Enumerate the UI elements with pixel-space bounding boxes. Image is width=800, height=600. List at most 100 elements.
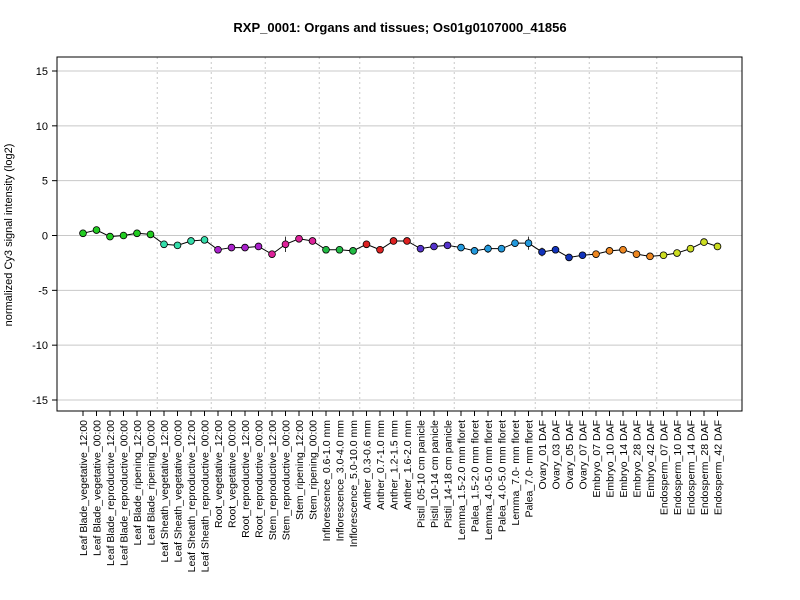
x-tick-label: Inflorescence_0.6-1.0 mm: [321, 420, 333, 542]
x-tick-label: Stem_ripening_00:00: [308, 420, 320, 520]
data-point: [605, 247, 614, 255]
data-point: [389, 237, 398, 245]
x-tick-label: Lemma_7.0- mm floret: [510, 420, 522, 526]
x-tick-label: Endosperm_42 DAF: [713, 420, 725, 515]
data-point: [497, 244, 506, 253]
y-tick-label: -10: [32, 340, 48, 352]
data-point: [268, 250, 276, 258]
y-tick-label: 15: [36, 66, 48, 78]
x-tick-label: Ovary_07 DAF: [578, 420, 590, 489]
data-point: [349, 247, 357, 255]
x-tick-label: Leaf Sheath_reproductive_00:00: [200, 420, 212, 573]
x-tick-label: Endosperm_10 DAF: [672, 420, 684, 515]
x-tick-label: Leaf Sheath_reproductive_12:00: [186, 420, 198, 573]
data-point: [565, 253, 573, 262]
x-tick-label: Endosperm_07 DAF: [659, 420, 671, 515]
y-axis-title: normalized Cy3 signal intensity (log2): [3, 144, 15, 327]
data-point: [362, 240, 371, 249]
x-tick-label: Embryo_07 DAF: [591, 420, 603, 498]
data-point: [214, 245, 222, 254]
data-point: [200, 236, 209, 244]
data-point: [632, 250, 641, 258]
plot-frame: [56, 56, 743, 412]
data-point: [673, 249, 681, 257]
data-point: [119, 231, 128, 240]
x-tick-label: Anther_1.2-1.5 mm: [389, 420, 401, 510]
x-tick-label: Ovary_03 DAF: [551, 420, 563, 489]
x-tick-label: Endosperm_28 DAF: [699, 420, 711, 515]
data-point: [227, 243, 236, 252]
data-point: [106, 232, 114, 241]
x-tick-label: Stem_reproductive_00:00: [281, 420, 293, 540]
x-tick-label: Leaf Sheath_vegetative_12:00: [159, 420, 171, 563]
x-tick-label: Leaf Blade_ripening_00:00: [146, 420, 158, 546]
group-separators: [156, 57, 658, 411]
y-axis: -15 -10 -5 0 5 10 15: [32, 66, 57, 407]
x-tick-label: Palea_4.0-5.0 mm floret: [497, 420, 509, 532]
data-point: [443, 241, 452, 250]
data-point: [511, 239, 519, 247]
data-point: [254, 242, 263, 251]
x-tick-label: Anther_0.3-0.6 mm: [362, 420, 374, 510]
x-tick-label: Leaf Blade_reproductive_12:00: [105, 420, 117, 566]
data-point: [376, 245, 384, 254]
data-point: [335, 245, 344, 254]
x-tick-label: Pistil_10-14 cm panicle: [429, 420, 441, 528]
x-axis: Leaf Blade_vegetative_12:00 Leaf Blade_ve…: [78, 411, 725, 572]
data-point: [551, 245, 560, 254]
data-point: [416, 244, 425, 253]
x-tick-label: Embryo_10 DAF: [605, 420, 617, 498]
data-point: [484, 244, 492, 253]
data-point: [578, 251, 587, 260]
x-tick-label: Anther_1.6-2.0 mm: [402, 420, 414, 510]
y-tick-label: 10: [36, 121, 48, 133]
data-point: [173, 241, 182, 250]
x-tick-label: Ovary_01 DAF: [537, 420, 549, 489]
x-tick-label: Leaf Blade_vegetative_12:00: [78, 420, 90, 556]
data-point: [187, 237, 195, 245]
x-tick-label: Root_vegetative_12:00: [213, 420, 225, 528]
x-tick-label: Pistil_14-18 cm panicle: [443, 420, 455, 528]
x-tick-label: Leaf Sheath_vegetative_00:00: [173, 420, 185, 563]
data-point: [686, 244, 695, 253]
x-tick-label: Root_reproductive_00:00: [254, 420, 266, 538]
x-tick-label: Embryo_14 DAF: [618, 420, 630, 498]
y-tick-label: -5: [38, 285, 48, 297]
y-tick-label: -15: [32, 395, 48, 407]
x-tick-label: Palea_1.5-2.0 mm floret: [470, 420, 482, 532]
data-point: [295, 234, 303, 243]
x-tick-label: Root_vegetative_00:00: [227, 420, 239, 528]
data-point: [322, 245, 330, 254]
data-point: [281, 240, 290, 249]
x-tick-label: Leaf Blade_ripening_12:00: [132, 420, 144, 546]
x-tick-label: Inflorescence_5.0-10.0 mm: [348, 420, 360, 547]
series-layer: [79, 226, 722, 262]
x-tick-label: Anther_0.7-1.0 mm: [375, 420, 387, 510]
x-tick-label: Embryo_28 DAF: [632, 420, 644, 498]
data-point: [659, 251, 668, 260]
data-point: [403, 237, 411, 245]
x-tick-label: Stem_reproductive_12:00: [267, 420, 279, 540]
data-point: [619, 245, 627, 254]
data-point: [524, 239, 533, 247]
x-tick-label: Palea_7.0- mm floret: [524, 420, 536, 518]
x-tick-label: Leaf Blade_reproductive_00:00: [119, 420, 131, 566]
data-point: [713, 242, 722, 251]
data-point: [92, 226, 101, 234]
data-point: [308, 237, 317, 245]
data-point: [592, 250, 600, 258]
x-tick-label: Pistil_05-10 cm panicle: [416, 420, 428, 528]
data-point: [241, 243, 249, 252]
y-tick-label: 5: [42, 176, 48, 188]
x-tick-label: Leaf Blade_vegetative_00:00: [92, 420, 104, 556]
x-tick-label: Lemma_1.5-2.0 mm floret: [456, 420, 468, 540]
chart-title: RXP_0001: Organs and tissues; Os01g01070…: [233, 20, 567, 35]
x-tick-label: Inflorescence_3.0-4.0 mm: [335, 420, 347, 542]
data-point: [79, 229, 87, 238]
x-tick-label: Embryo_42 DAF: [645, 420, 657, 498]
x-tick-label: Endosperm_14 DAF: [686, 420, 698, 515]
x-tick-label: Lemma_4.0-5.0 mm floret: [483, 420, 495, 540]
data-point: [646, 252, 654, 261]
x-tick-label: Ovary_05 DAF: [564, 420, 576, 489]
